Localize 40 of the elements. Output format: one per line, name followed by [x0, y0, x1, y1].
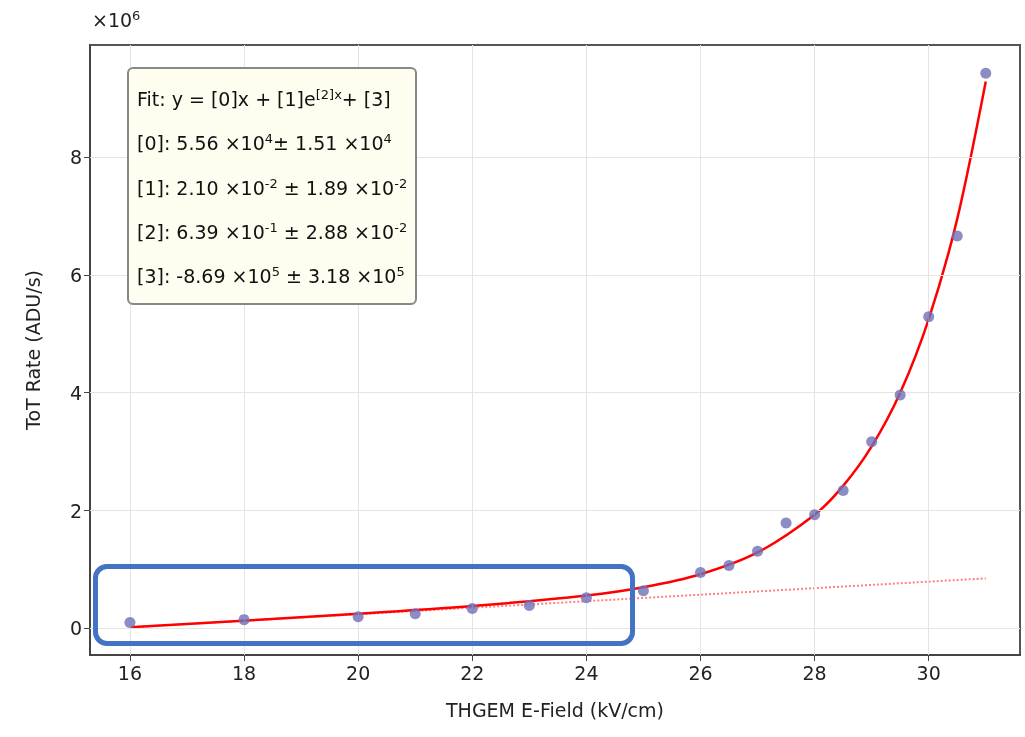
- point: [866, 436, 878, 448]
- point: [723, 559, 735, 571]
- point: [837, 485, 849, 497]
- point: [238, 614, 250, 626]
- point: [124, 617, 136, 629]
- text: ×10$^{6}$: [92, 8, 141, 32]
- point: [409, 608, 421, 620]
- annotation: [2]: 6.39 ×10$^{-1}$ ± 2.88 ×10$^{-2}$: [137, 219, 408, 246]
- point: [923, 311, 935, 323]
- y-tick-label: 4: [69, 381, 82, 404]
- y-tick-label: 6: [69, 263, 82, 286]
- y-axis-title: ToT Rate (ADU/s): [21, 270, 44, 431]
- x-tick-label: 24: [574, 661, 599, 684]
- annotation: [0]: 5.56 ×10$^{4}$± 1.51 ×10$^{4}$: [137, 130, 393, 157]
- point: [980, 67, 992, 79]
- point: [523, 600, 535, 611]
- y-tick-label: 2: [69, 499, 82, 522]
- x-tick-label: 18: [231, 661, 257, 684]
- x-tick-label: 28: [802, 661, 827, 684]
- annotation: Fit: y = [0]x + [1]e$^{[2]x}$+ [3]: [137, 86, 392, 113]
- x-tick-label: 16: [117, 661, 143, 684]
- point: [637, 585, 649, 597]
- x-tick-label: 26: [688, 661, 713, 684]
- point: [951, 230, 963, 242]
- x-axis-title: THGEM E-Field (kV/cm): [445, 698, 664, 721]
- annotation: [1]: 2.10 ×10$^{-2}$ ± 1.89 ×10$^{-2}$: [137, 174, 408, 201]
- point: [352, 611, 364, 623]
- point: [695, 566, 706, 578]
- x-tick-label: 22: [460, 661, 485, 684]
- point: [466, 602, 478, 614]
- point: [894, 389, 906, 401]
- point: [752, 545, 764, 557]
- y-tick-label: 8: [69, 145, 82, 168]
- x-tick-label: 30: [916, 661, 941, 684]
- point: [580, 592, 592, 604]
- point: [809, 509, 821, 521]
- point: [780, 517, 792, 529]
- y-tick-label: 0: [69, 617, 82, 640]
- annotation: [3]: -8.69 ×10$^{5}$ ± 3.18 ×10$^{5}$: [137, 263, 406, 290]
- x-tick-label: 20: [346, 661, 371, 684]
